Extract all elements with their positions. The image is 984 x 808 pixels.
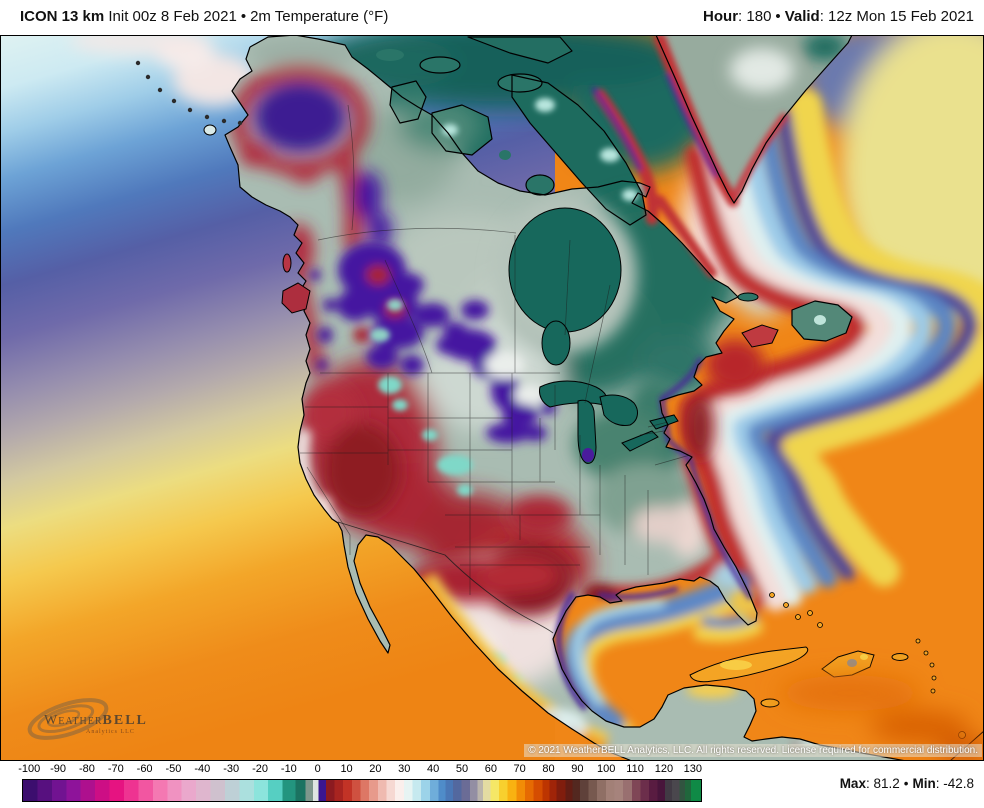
- gulf-stream-bands: [563, 572, 763, 741]
- legend-tick: 40: [427, 763, 440, 775]
- valid-value: : 12z Mon 15 Feb 2021: [819, 8, 974, 25]
- min-value: : -42.8: [935, 776, 974, 791]
- legend-tick: -50: [165, 763, 182, 775]
- weather-map: WeatherBELL Analytics LLC © 2021 Weather…: [0, 35, 984, 761]
- model-title: ICON 13 km Init 00z 8 Feb 2021 • 2m Temper…: [20, 8, 388, 25]
- legend-tick: -30: [223, 763, 240, 775]
- legend-tick: 70: [513, 763, 526, 775]
- legend-tick: -60: [136, 763, 153, 775]
- hour-label: Hour: [703, 8, 739, 25]
- legend-tick: -100: [18, 763, 41, 775]
- init-time: Init 00z 8 Feb 2021: [108, 8, 237, 25]
- max-min-readout: Max: 81.2 • Min: -42.8: [840, 776, 974, 791]
- legend-tick: -90: [50, 763, 67, 775]
- legend-tick: 50: [455, 763, 469, 775]
- copyright-notice: © 2021 WeatherBELL Analytics, LLC. All r…: [524, 744, 982, 757]
- map-canvas: [0, 35, 984, 761]
- land-temperature-field: [230, 35, 847, 759]
- north-atlantic-bands: [679, 35, 984, 611]
- model-name: ICON 13 km: [20, 8, 105, 25]
- legend-tick: -40: [194, 763, 211, 775]
- valid-label: Valid: [784, 8, 820, 25]
- legend-tick: -10: [280, 763, 297, 775]
- title-bar: ICON 13 km Init 00z 8 Feb 2021 • 2m Temper…: [0, 0, 984, 35]
- bullet-separator: •: [240, 8, 247, 25]
- coastlines: [224, 35, 907, 761]
- legend-bar: -100 -90 -80 -70 -60 -50 -40 -30 -20 -10 0 10 20 30 40…: [0, 761, 984, 808]
- legend-tick: 110: [626, 763, 644, 775]
- logo-swirl-icon: [27, 698, 109, 740]
- us-mexico-border: [337, 521, 554, 634]
- legend-tick: 80: [542, 763, 555, 775]
- weatherbell-logo: WeatherBELL Analytics LLC: [16, 691, 156, 757]
- legend-tick: 0: [314, 763, 321, 775]
- variable-name: 2m Temperature (°F): [250, 8, 389, 25]
- legend-tick: 30: [398, 763, 411, 775]
- max-value: : 81.2: [865, 776, 900, 791]
- legend-tick: 100: [597, 763, 616, 775]
- legend-tick: -70: [107, 763, 124, 775]
- logo-subtitle: Analytics LLC: [86, 729, 135, 735]
- max-label: Max: [839, 776, 866, 791]
- legend-tick: -80: [78, 763, 95, 775]
- legend-tick: 90: [571, 763, 584, 775]
- water-bodies: [508, 207, 679, 464]
- legend-tick: 130: [683, 763, 702, 775]
- logo-wordmark: WeatherBELL: [44, 713, 148, 728]
- legend-tick: 60: [484, 763, 497, 775]
- color-scale-bar: [22, 779, 702, 802]
- valid-title: Hour: 180 • Valid: 12z Mon 15 Feb 2021: [703, 8, 974, 25]
- legend-tick: -20: [252, 763, 268, 775]
- legend-tick: 10: [340, 763, 353, 775]
- islands: [135, 60, 984, 761]
- bullet-separator: •: [903, 776, 909, 791]
- legend-tick: 120: [654, 763, 674, 775]
- bullet-separator: •: [775, 8, 781, 25]
- hour-value: : 180: [738, 8, 772, 25]
- legend-tick: 20: [369, 763, 382, 775]
- min-label: Min: [912, 776, 936, 791]
- state-borders: [300, 104, 691, 595]
